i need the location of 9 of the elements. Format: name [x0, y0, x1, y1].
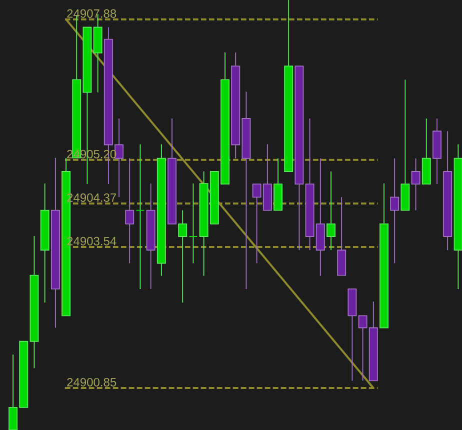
candlestick [326, 171, 336, 251]
candlestick [390, 158, 400, 264]
candlestick [178, 210, 188, 304]
candlestick [125, 158, 134, 264]
candlestick [411, 158, 420, 211]
ref-line-label: 24907.88 [67, 9, 116, 18]
candlestick [188, 183, 198, 264]
ref-line-label: 24900.85 [67, 378, 116, 386]
candlestick [136, 144, 145, 290]
